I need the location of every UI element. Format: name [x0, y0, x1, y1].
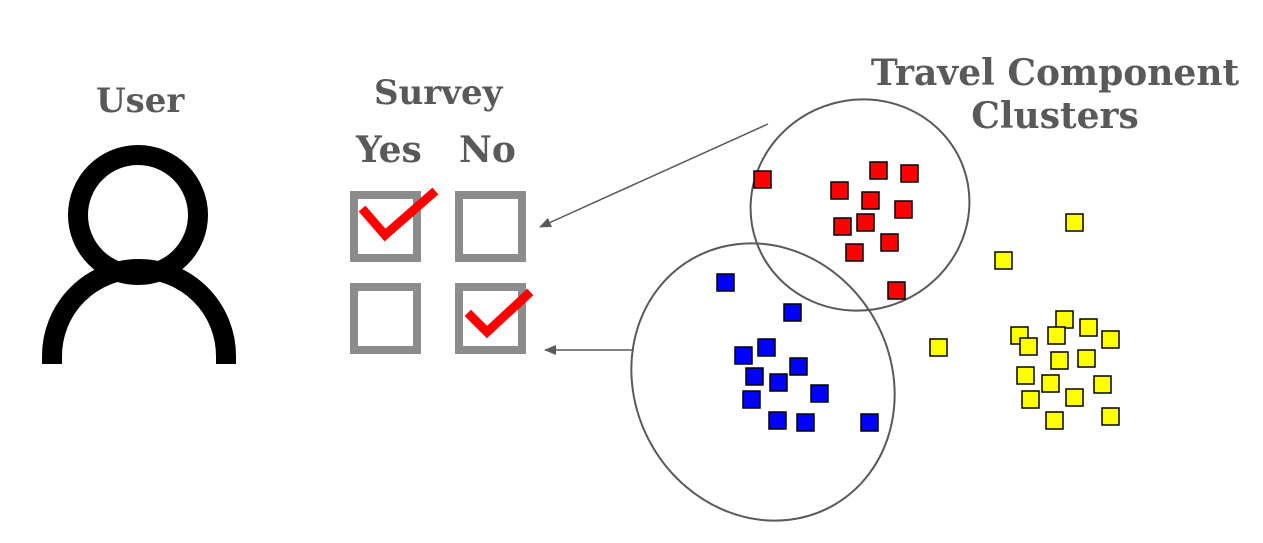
cluster-point: [796, 413, 815, 432]
checkbox-yes-row2[interactable]: [350, 283, 421, 354]
cluster-point: [1101, 407, 1120, 426]
cluster-point: [745, 367, 764, 386]
cluster-point: [833, 217, 852, 236]
checkbox-no-row1[interactable]: [455, 191, 526, 262]
cluster-point: [716, 273, 735, 292]
survey-label: Survey: [374, 73, 503, 113]
check-mark-icon: [358, 187, 439, 242]
red-cluster-points: [753, 161, 919, 300]
cluster-point: [860, 413, 879, 432]
cluster-point: [861, 191, 880, 210]
cluster-point: [1019, 337, 1038, 356]
cluster-point: [753, 170, 772, 189]
yes-column-label: Yes: [356, 129, 422, 171]
yellow-cluster-points: [929, 213, 1120, 430]
cluster-point: [1065, 388, 1084, 407]
checkbox-no-row2[interactable]: [455, 283, 526, 354]
check-mark-icon: [464, 288, 534, 339]
cluster-point: [887, 281, 906, 300]
cluster-point: [1047, 326, 1066, 345]
cluster-point: [1055, 310, 1074, 329]
red-cluster-ellipse: [749, 98, 971, 312]
cluster-point: [810, 384, 829, 403]
cluster-point: [856, 213, 875, 232]
cluster-point: [1101, 330, 1120, 349]
cluster-point: [929, 338, 948, 357]
cluster-point: [1093, 375, 1112, 394]
cluster-point: [1041, 374, 1060, 393]
arrow-red-cluster-to-row1: [539, 123, 769, 228]
survey-checkboxes: [350, 187, 534, 354]
cluster-point: [789, 357, 808, 376]
cluster-point: [742, 390, 761, 409]
checkbox-yes-row1[interactable]: [350, 191, 421, 262]
cluster-point: [734, 346, 753, 365]
cluster-point: [845, 243, 864, 262]
cluster-point: [757, 338, 776, 357]
cluster-point: [1045, 411, 1064, 430]
clusters-title: Travel Component Clusters: [870, 52, 1240, 138]
cluster-point: [1021, 390, 1040, 409]
blue-cluster-points: [716, 273, 879, 432]
cluster-point: [1079, 318, 1098, 337]
cluster-point: [880, 233, 899, 252]
cluster-point: [1016, 366, 1035, 385]
cluster-point: [900, 164, 919, 183]
cluster-point: [869, 161, 888, 180]
cluster-point: [1065, 213, 1084, 232]
no-column-label: No: [459, 129, 516, 171]
cluster-point: [769, 373, 788, 392]
blue-cluster-ellipse: [630, 242, 896, 522]
cluster-point: [830, 181, 849, 200]
cluster-point: [783, 303, 802, 322]
user-icon: [42, 145, 236, 364]
cluster-point: [994, 251, 1013, 270]
cluster-point: [894, 200, 913, 219]
cluster-point: [1077, 349, 1096, 368]
cluster-point: [1050, 351, 1069, 370]
user-label: User: [96, 81, 185, 121]
cluster-point: [768, 411, 787, 430]
clusters-title-line2: Clusters: [971, 95, 1139, 138]
clusters-title-line1: Travel Component: [870, 52, 1240, 94]
